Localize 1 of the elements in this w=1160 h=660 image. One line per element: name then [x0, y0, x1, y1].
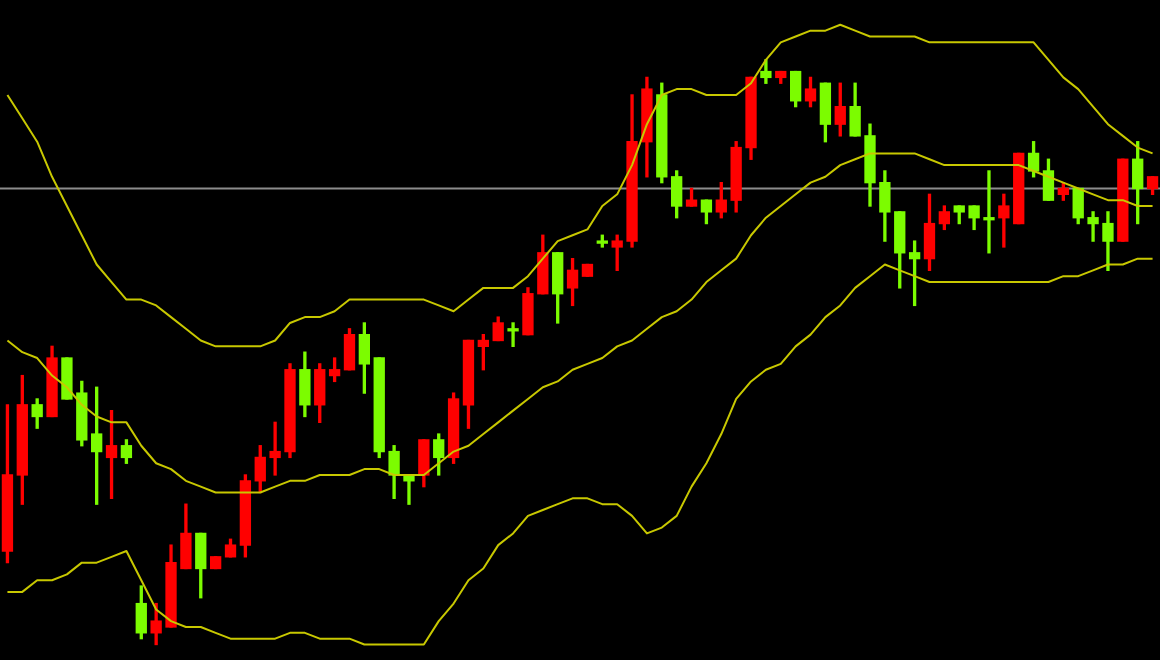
candlestick	[507, 322, 519, 347]
